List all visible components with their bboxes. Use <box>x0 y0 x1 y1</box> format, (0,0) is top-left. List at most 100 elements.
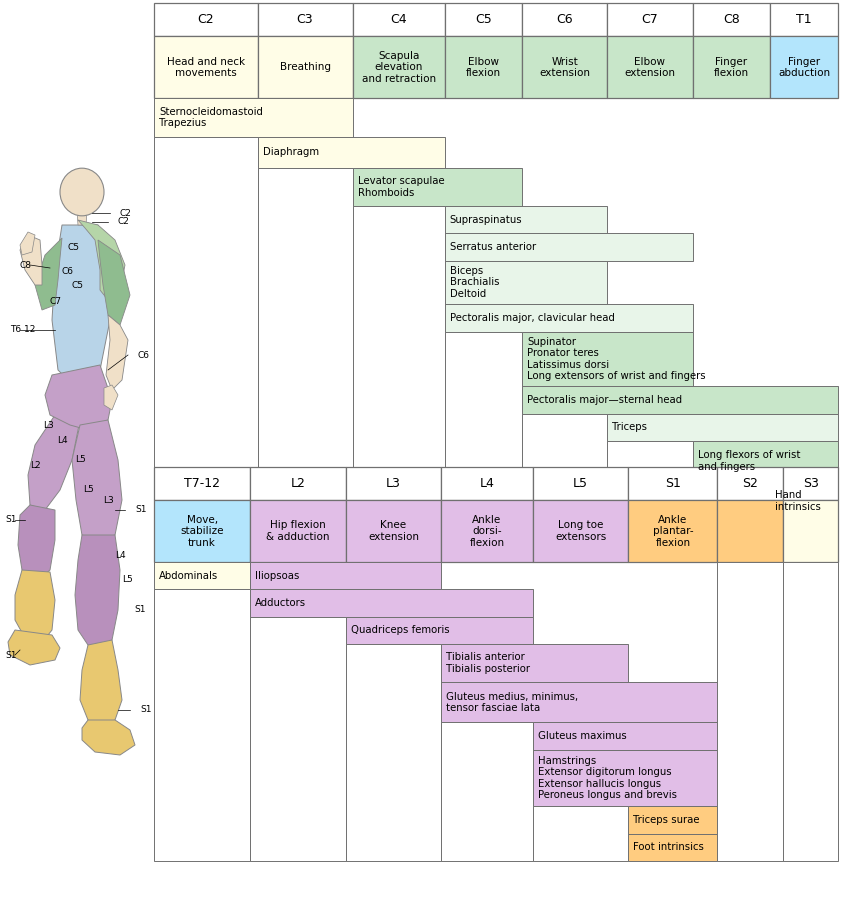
Text: L3: L3 <box>103 496 114 505</box>
Bar <box>445 233 693 261</box>
Bar <box>352 3 445 36</box>
Bar <box>257 137 445 168</box>
Text: T7-12: T7-12 <box>184 477 220 490</box>
Text: L3: L3 <box>43 421 53 429</box>
Text: Supraspinatus: Supraspinatus <box>450 215 522 224</box>
Text: Pectoralis major, clavicular head: Pectoralis major, clavicular head <box>450 313 615 322</box>
Text: Iliopsoas: Iliopsoas <box>256 571 299 580</box>
Text: Gluteus maximus: Gluteus maximus <box>538 732 627 741</box>
Text: Diaphragm: Diaphragm <box>262 148 319 157</box>
Bar <box>693 3 770 36</box>
Bar <box>154 562 251 589</box>
Text: S1: S1 <box>5 516 17 525</box>
Text: Triceps surae: Triceps surae <box>633 815 700 824</box>
Bar <box>442 500 533 562</box>
Polygon shape <box>35 238 62 310</box>
Polygon shape <box>28 415 80 510</box>
Text: Elbow
extension: Elbow extension <box>625 56 675 78</box>
Polygon shape <box>20 232 35 255</box>
Text: C5: C5 <box>72 281 84 290</box>
Text: L5: L5 <box>75 456 86 465</box>
Bar <box>717 467 784 500</box>
Text: L4: L4 <box>56 435 67 445</box>
Text: Ankle
dorsi-
flexion: Ankle dorsi- flexion <box>469 515 505 548</box>
Bar <box>445 3 522 36</box>
Bar <box>607 3 693 36</box>
Bar <box>352 206 445 521</box>
Text: L2: L2 <box>29 460 40 469</box>
Text: Long toe
extensors: Long toe extensors <box>555 520 606 542</box>
Bar <box>251 500 346 562</box>
Bar <box>533 722 717 750</box>
Bar <box>346 467 442 500</box>
Text: Hand
intrinsics: Hand intrinsics <box>775 490 821 512</box>
Polygon shape <box>106 315 128 390</box>
Text: Adductors: Adductors <box>256 599 306 608</box>
Bar <box>352 36 445 98</box>
Text: Serratus anterior: Serratus anterior <box>450 242 536 251</box>
Bar <box>607 414 838 441</box>
Bar <box>628 467 717 500</box>
Text: C2: C2 <box>198 13 214 26</box>
Bar <box>257 36 352 98</box>
Text: S1: S1 <box>140 705 151 714</box>
Polygon shape <box>45 365 112 430</box>
Text: S1: S1 <box>135 606 145 615</box>
Text: Breathing: Breathing <box>279 63 331 72</box>
Text: Biceps
Brachialis
Deltoid: Biceps Brachialis Deltoid <box>450 266 500 299</box>
Text: L4: L4 <box>114 550 125 559</box>
Text: Knee
extension: Knee extension <box>368 520 419 542</box>
Polygon shape <box>52 225 110 390</box>
Bar <box>442 467 533 500</box>
Text: Move,
stabilize
trunk: Move, stabilize trunk <box>180 515 224 548</box>
Bar <box>251 617 346 861</box>
Polygon shape <box>82 720 135 755</box>
Text: C6: C6 <box>62 268 74 277</box>
Bar <box>533 500 628 562</box>
Text: C6: C6 <box>557 13 573 26</box>
Bar <box>154 500 251 562</box>
Text: Hip flexion
& adduction: Hip flexion & adduction <box>267 520 330 542</box>
Bar <box>154 589 251 861</box>
Bar <box>346 500 442 562</box>
Polygon shape <box>72 420 122 540</box>
Bar <box>770 481 838 521</box>
Text: Hamstrings
Extensor digitorum longus
Extensor hallucis longus
Peroneus longus an: Hamstrings Extensor digitorum longus Ext… <box>538 755 677 801</box>
Bar <box>445 36 522 98</box>
Bar <box>628 834 717 861</box>
Text: Long flexors of wrist
and fingers: Long flexors of wrist and fingers <box>698 450 800 472</box>
Text: T6 12: T6 12 <box>10 325 35 334</box>
Bar <box>346 617 533 644</box>
Text: T1: T1 <box>796 13 812 26</box>
Text: Gluteus medius, minimus,
tensor fasciae lata: Gluteus medius, minimus, tensor fasciae … <box>447 691 579 713</box>
Bar <box>628 806 717 834</box>
Text: L3: L3 <box>386 477 401 490</box>
Polygon shape <box>104 385 118 410</box>
Bar <box>607 36 693 98</box>
Bar <box>154 36 257 98</box>
Bar <box>154 98 352 137</box>
Bar <box>533 750 717 806</box>
Polygon shape <box>20 235 42 285</box>
Bar <box>352 168 522 206</box>
Bar <box>154 3 257 36</box>
Polygon shape <box>98 240 130 325</box>
Text: S1: S1 <box>135 506 146 515</box>
Bar <box>770 3 838 36</box>
Text: Tibialis anterior
Tibialis posterior: Tibialis anterior Tibialis posterior <box>447 652 530 674</box>
Text: L5: L5 <box>82 486 93 495</box>
Text: Foot intrinsics: Foot intrinsics <box>633 843 704 852</box>
Polygon shape <box>77 211 87 225</box>
Text: L4: L4 <box>479 477 495 490</box>
Bar <box>693 441 838 481</box>
Text: Sternocleidomastoid
Trapezius: Sternocleidomastoid Trapezius <box>159 107 263 128</box>
Text: C5: C5 <box>475 13 492 26</box>
Bar <box>522 3 607 36</box>
Text: Levator scapulae
Rhomboids: Levator scapulae Rhomboids <box>357 176 444 198</box>
Bar <box>442 644 628 682</box>
Bar <box>522 36 607 98</box>
Bar <box>445 206 607 233</box>
Bar <box>522 386 838 414</box>
Polygon shape <box>15 570 55 645</box>
Text: L2: L2 <box>290 477 305 490</box>
